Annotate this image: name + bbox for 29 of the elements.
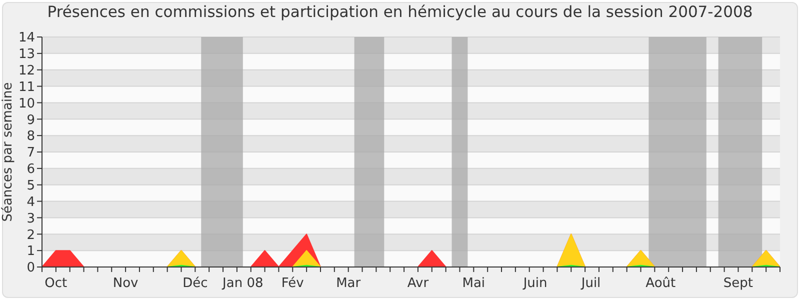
x-tick-label: Jan 08 [222, 276, 264, 291]
y-axis-title: Séances par semaine [0, 82, 16, 222]
x-tick-label: Juin [522, 276, 548, 291]
y-tick-label: 12 [18, 63, 35, 78]
x-tick-label: Nov [112, 276, 139, 291]
chart-title: Présences en commissions et participation en hémicycle au cours de la session 2007-2008 [46, 3, 754, 21]
x-tick-label: Sept [723, 276, 754, 291]
y-tick-label: 0 [26, 260, 35, 276]
y-tick-label: 5 [26, 178, 35, 194]
y-tick-label: 13 [18, 47, 35, 62]
x-tick-label: Août [646, 276, 676, 291]
x-tick-label: Déc [182, 276, 208, 291]
y-tick-label: 8 [26, 129, 35, 144]
y-tick-label: 7 [26, 146, 35, 161]
y-tick-label: 9 [26, 112, 35, 128]
y-tick-label: 11 [18, 80, 35, 95]
x-tick-label: Mar [336, 276, 362, 291]
x-tick-label: Juil [580, 276, 601, 291]
y-tick-label: 3 [26, 211, 35, 226]
y-tick-label: 6 [26, 162, 35, 178]
x-tick-label: Fév [281, 276, 304, 291]
x-tick-label: Avr [407, 276, 430, 291]
y-tick-label: 2 [26, 228, 35, 243]
x-tick-label: Mai [462, 276, 486, 291]
y-tick-label: 14 [18, 30, 35, 46]
y-tick-label: 1 [26, 244, 35, 260]
y-tick-label: 10 [18, 96, 35, 112]
x-tick-label: Oct [44, 276, 68, 291]
y-tick-label: 4 [26, 194, 35, 210]
